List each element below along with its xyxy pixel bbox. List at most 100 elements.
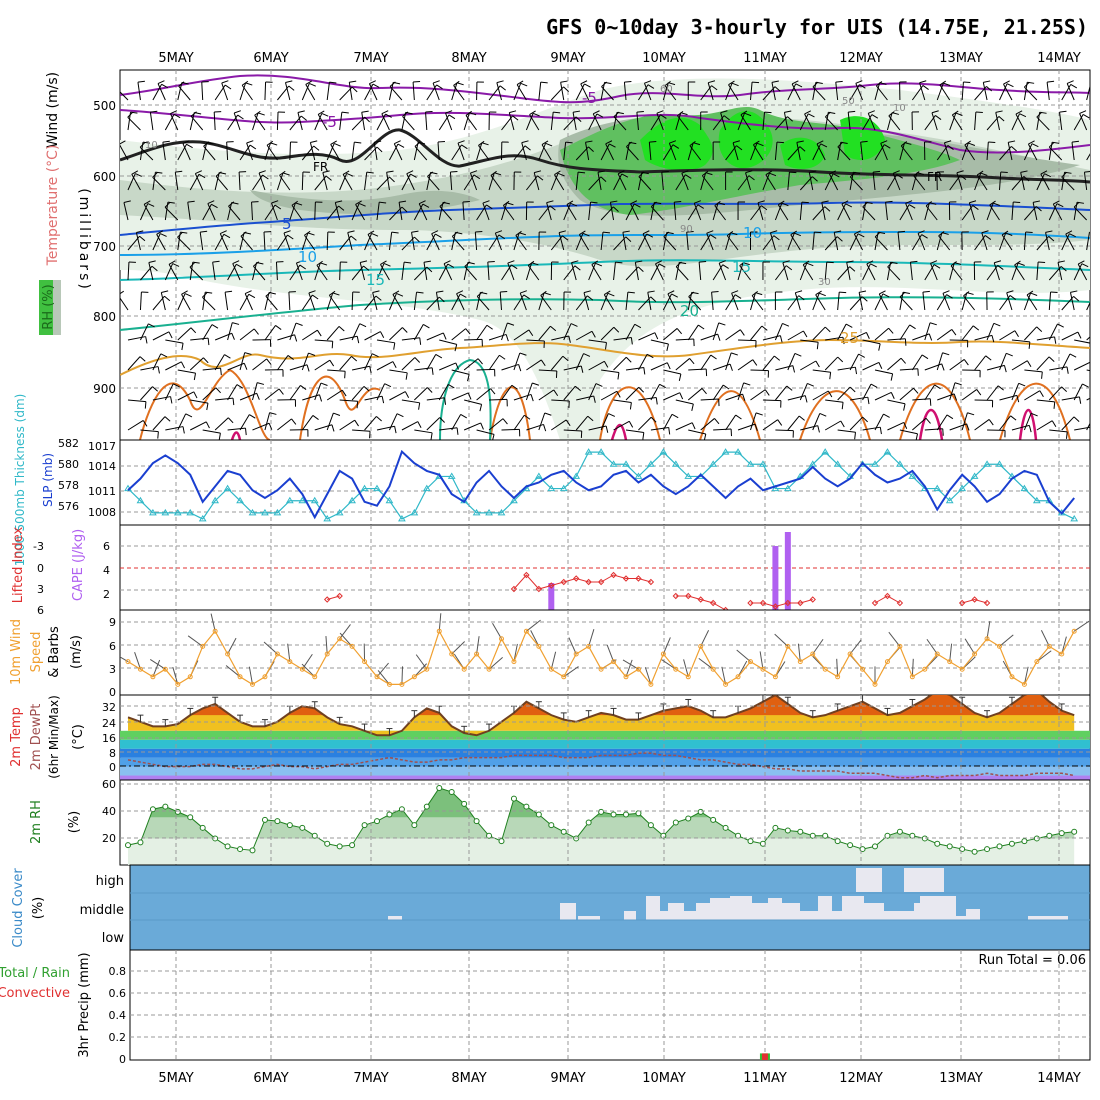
wind-barb — [376, 113, 386, 131]
wind-barb-flag — [839, 291, 847, 294]
wind-barb-flag — [966, 423, 970, 431]
wind-barb-flag — [1028, 341, 1031, 349]
wind-barb — [120, 91, 129, 101]
wind-barb-flag — [329, 81, 337, 84]
wind-barb — [276, 355, 289, 371]
wind-barb-flag — [503, 200, 510, 206]
lifted-tick-0: 0 — [37, 562, 44, 575]
wind-barb-flag — [922, 85, 929, 90]
wind-barb — [663, 369, 682, 375]
cloud-block — [388, 916, 402, 920]
wind-barb-flag — [511, 384, 518, 390]
wind-barb-10m — [986, 620, 991, 639]
wind-barb — [476, 429, 495, 435]
wind-barb-flag — [1030, 412, 1038, 417]
wind-barb-10m — [451, 641, 465, 655]
wind-barb-flag — [849, 266, 856, 272]
wind-barb-flag — [131, 170, 139, 175]
wind-speed-point — [847, 651, 853, 657]
wind-barb-10m — [550, 651, 557, 670]
wind-barb-flag — [414, 141, 421, 147]
wind-barb-flag — [878, 343, 881, 351]
wind-barb — [457, 142, 465, 161]
wind-barb — [706, 233, 714, 251]
wind-barb-flag — [666, 362, 671, 370]
wind-barb — [897, 232, 901, 251]
wind-barb — [143, 204, 154, 221]
wind-speed-point — [611, 659, 617, 665]
wind-barb-flag — [688, 291, 695, 297]
wind-barb — [189, 112, 195, 131]
rh-point — [199, 824, 206, 831]
wind-barb-flag — [333, 412, 341, 416]
wind-barb-flag — [218, 433, 221, 440]
wind-barb-flag — [249, 144, 257, 150]
cloud-axis-units: (%) — [31, 897, 46, 920]
wind-barb — [787, 83, 797, 101]
wind-barb-flag — [325, 175, 332, 181]
thickness-point — [709, 460, 718, 467]
wind-barb — [1048, 203, 1058, 221]
wind-barb — [1027, 143, 1038, 161]
wind-barb-flag — [295, 202, 303, 206]
rh-point — [685, 815, 692, 822]
wind-barb — [164, 383, 174, 401]
wind-barb — [351, 365, 370, 371]
wind-barb — [1003, 83, 1013, 101]
wind-barb — [413, 292, 418, 311]
wind-barb — [501, 428, 520, 431]
wind-barb-flag — [588, 146, 594, 152]
wind-speed-point — [200, 643, 206, 649]
rh-point — [772, 824, 779, 831]
wind-barb-flag — [178, 81, 185, 87]
wind-barb-10m — [964, 638, 976, 655]
wind-barb-10m — [660, 658, 677, 670]
wind-barb — [750, 292, 756, 311]
rh-point — [1008, 840, 1015, 847]
date-label-top: 9MAY — [550, 51, 585, 66]
wind-barb-flag — [879, 290, 886, 295]
wind-barb — [451, 293, 461, 311]
thickness-point — [198, 514, 207, 522]
wind-speed-point — [635, 666, 641, 672]
wind-barb-10m — [999, 634, 1014, 647]
temp-band — [120, 748, 1090, 758]
wind-barb-flag — [160, 233, 167, 237]
wind-barb — [476, 292, 481, 311]
wind-barb-10m — [172, 666, 179, 685]
wind-barb — [157, 83, 166, 101]
wind-barb — [911, 354, 923, 371]
wind-barb-flag — [1070, 290, 1078, 293]
wind-barb-flag — [765, 170, 773, 176]
wind-barb-flag — [476, 291, 483, 297]
wind-barb-flag — [655, 260, 662, 265]
wind-barb — [829, 173, 839, 191]
wind-barb — [774, 323, 783, 341]
wind-barb-flag — [646, 233, 654, 238]
wind-barb-flag — [205, 421, 210, 429]
wind-barb — [389, 327, 403, 341]
slp-axis-label: SLP (mb) — [41, 453, 55, 507]
wind-barb — [254, 114, 266, 131]
wind-barb-flag — [532, 382, 540, 386]
wind-barb-flag — [347, 230, 355, 234]
wind-barb — [388, 293, 397, 311]
wind-speed-point — [984, 636, 990, 642]
wind-barb — [999, 330, 1016, 341]
wind-barb-flag — [771, 80, 779, 83]
wind-barb-flag — [454, 344, 458, 352]
wind-speed-point — [312, 674, 318, 680]
wind-barb — [812, 232, 815, 251]
wind-barb-flag — [986, 86, 993, 92]
wind-barb — [1036, 116, 1050, 131]
lifted-tick-m3: -3 — [33, 540, 44, 553]
wind-barb-flag — [824, 326, 831, 333]
wind-barb-flag — [221, 80, 229, 84]
wind-barb-flag — [995, 110, 1003, 113]
wind-barb — [841, 203, 851, 221]
wind-barb-flag — [223, 233, 231, 239]
wind-barb-flag — [544, 412, 552, 416]
wind-barb — [943, 142, 951, 161]
wind-barb-flag — [182, 140, 190, 145]
slp-tick-1017: 1017 — [88, 440, 116, 453]
